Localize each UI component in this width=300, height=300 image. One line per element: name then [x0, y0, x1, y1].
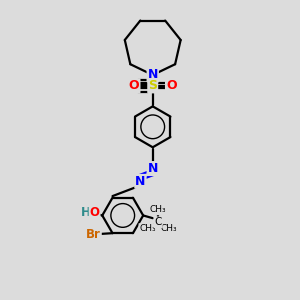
Text: N: N — [135, 175, 146, 188]
Text: Br: Br — [86, 228, 101, 241]
Text: H: H — [80, 206, 90, 219]
Text: O: O — [166, 80, 177, 92]
Text: CH₃: CH₃ — [139, 224, 156, 233]
Text: O: O — [90, 206, 100, 219]
Text: N: N — [148, 162, 158, 175]
Text: N: N — [148, 68, 158, 82]
Text: CH₃: CH₃ — [150, 206, 166, 214]
Text: O: O — [129, 80, 140, 92]
Text: C: C — [154, 217, 162, 227]
Text: CH₃: CH₃ — [160, 224, 177, 233]
Text: S: S — [148, 80, 157, 92]
